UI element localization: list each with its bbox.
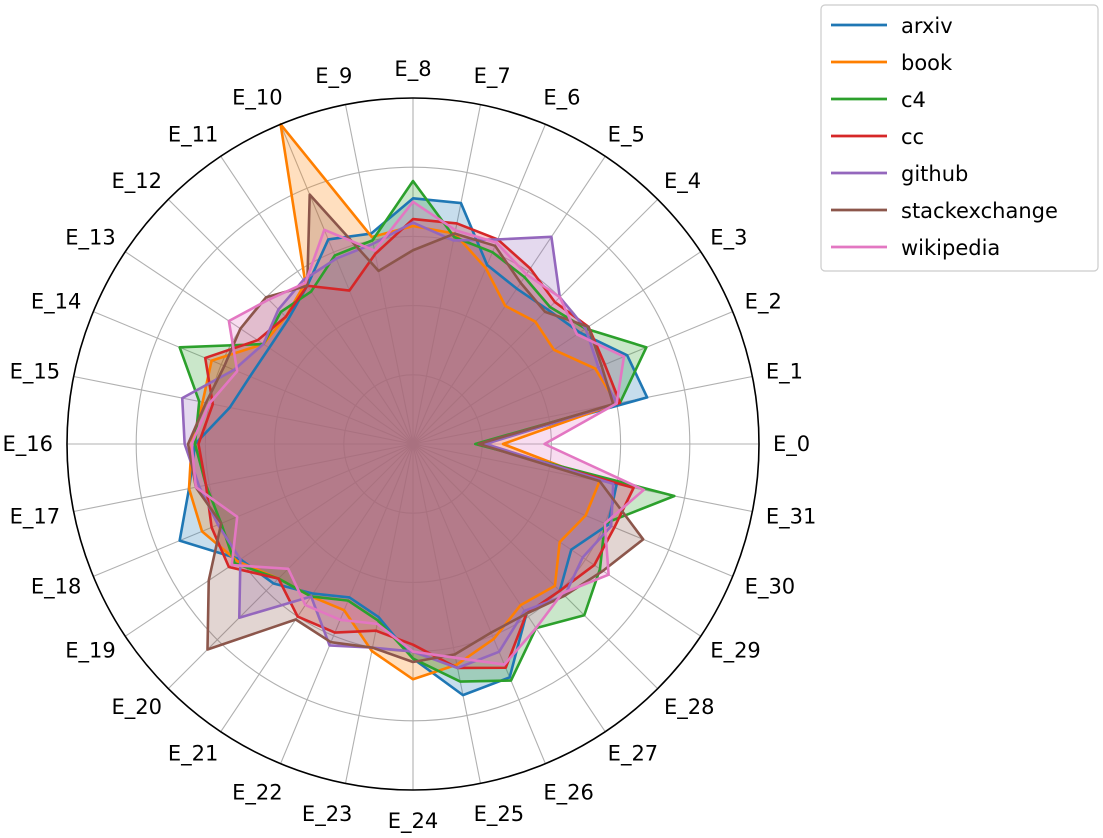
series-line-wikipedia [190, 200, 646, 666]
category-label: E_21 [168, 741, 219, 766]
series-line-stackexchange [186, 193, 645, 664]
angular-grid-line [125, 443, 414, 637]
angular-grid-line [412, 156, 606, 445]
series-line-github [180, 221, 618, 670]
category-label: E_15 [10, 359, 61, 384]
category-label: E_23 [302, 802, 353, 827]
angular-grid-line [220, 443, 414, 732]
category-label: E_9 [315, 64, 352, 89]
legend-label: wikipedia [901, 236, 1000, 260]
series-fill-cc [198, 219, 634, 668]
category-label: E_6 [543, 85, 580, 110]
category-label: E_19 [65, 639, 116, 664]
angular-grid-line [280, 443, 414, 764]
legend-label: arxiv [901, 14, 953, 38]
series-layer [178, 123, 676, 697]
angular-grid-line [344, 104, 414, 445]
series-fill-github [182, 222, 617, 668]
category-label: E_29 [710, 639, 761, 664]
category-label: E_11 [168, 123, 219, 148]
angular-grid-line [412, 443, 659, 690]
angular-grid-line [412, 311, 733, 445]
category-label: E_13 [65, 225, 116, 250]
angular-grid-line [412, 443, 753, 513]
category-label: E_5 [608, 123, 645, 148]
category-label: E_22 [232, 781, 283, 806]
legend-label: stackexchange [901, 199, 1058, 223]
category-label: E_0 [773, 432, 810, 457]
category-label: E_4 [664, 169, 701, 194]
series-fill-arxiv [179, 198, 648, 696]
angular-grid-line [412, 124, 546, 445]
category-label: E_14 [31, 290, 82, 315]
legend-frame [820, 4, 1099, 272]
legend-label: github [901, 162, 968, 186]
angular-grid-line [412, 443, 606, 732]
angular-grid-line [93, 443, 414, 577]
angular-grid-line [167, 198, 414, 445]
category-label: E_1 [766, 359, 803, 384]
polar-frame [66, 97, 760, 791]
angular-grid-line [344, 443, 414, 784]
category-label: E_31 [766, 505, 817, 530]
category-labels: E_0E_1E_2E_3E_4E_5E_6E_7E_8E_9E_10E_11E_… [3, 57, 817, 834]
category-label: E_2 [745, 290, 782, 315]
legend-label: cc [901, 125, 924, 149]
category-label: E_25 [474, 802, 525, 827]
category-label: E_8 [394, 57, 431, 82]
category-label: E_16 [3, 432, 54, 457]
category-label: E_18 [31, 574, 82, 599]
legend: arxiv book c4 cc github stackexchange wikipedi… [820, 4, 1099, 272]
category-label: E_27 [608, 741, 659, 766]
series-fill-c4 [179, 181, 675, 682]
category-label: E_3 [710, 225, 747, 250]
series-fill-wikipedia [191, 201, 644, 665]
category-label: E_26 [543, 781, 594, 806]
series-fill-stackexchange [188, 194, 644, 662]
legend-label: book [901, 51, 953, 75]
polar-outer-spine [66, 97, 760, 791]
series-fill-book [189, 124, 617, 680]
angular-grid-line [93, 311, 414, 445]
angular-grid-line [73, 375, 414, 445]
angular-grid-line [412, 443, 546, 764]
legend-label: c4 [901, 88, 926, 112]
category-label: E_20 [111, 695, 162, 720]
angular-grid-line [220, 156, 414, 445]
category-label: E_10 [232, 85, 283, 110]
angular-grid-line [412, 375, 753, 445]
category-label: E_24 [388, 809, 439, 834]
angular-grid-line [73, 443, 414, 513]
angular-grid-line [412, 443, 701, 637]
angular-grid-line [412, 104, 482, 445]
angular-grid-line [412, 251, 701, 445]
angular-grid-line [280, 124, 414, 445]
category-label: E_30 [745, 574, 796, 599]
category-label: E_7 [474, 64, 511, 89]
series-line-c4 [178, 179, 676, 683]
category-label: E_28 [664, 695, 715, 720]
category-label: E_17 [10, 505, 61, 530]
angular-grid-line [412, 443, 482, 784]
category-label: E_12 [111, 169, 162, 194]
angular-grid-line [412, 443, 733, 577]
series-line-cc [197, 217, 635, 670]
